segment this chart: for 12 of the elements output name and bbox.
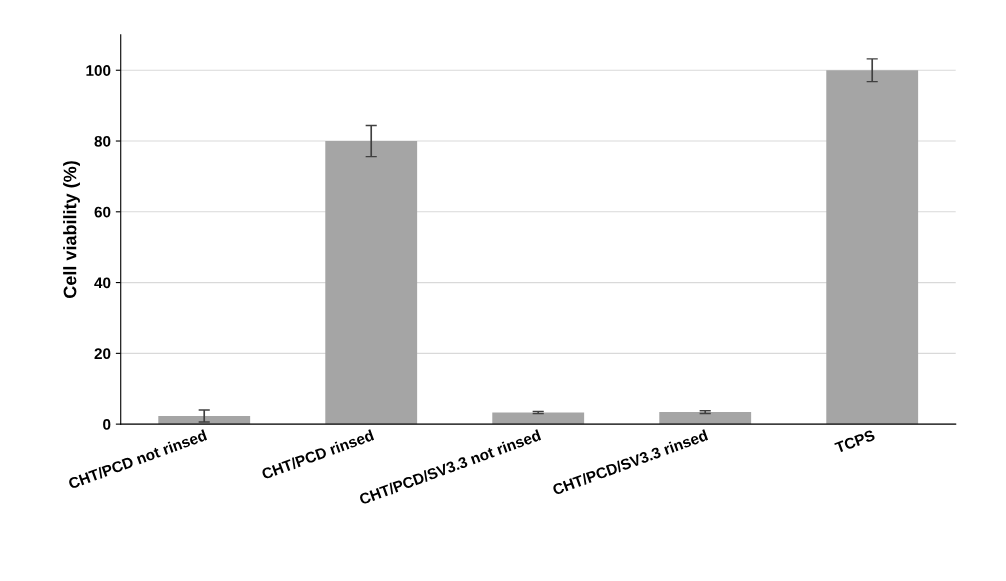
y-tick-label: 80 (94, 135, 111, 147)
y-tick-label: 100 (86, 65, 111, 76)
bar (325, 141, 418, 425)
bar (492, 412, 585, 425)
x-tick-label: TCPS (834, 429, 876, 454)
bar (659, 412, 752, 425)
y-tick-label: 60 (94, 206, 111, 218)
y-axis-title: Cell viability (%) (63, 161, 80, 298)
y-tick-label: 40 (94, 277, 111, 289)
y-tick-label: 20 (94, 348, 111, 360)
bar (826, 70, 919, 425)
y-tick-label: 0 (103, 419, 111, 430)
